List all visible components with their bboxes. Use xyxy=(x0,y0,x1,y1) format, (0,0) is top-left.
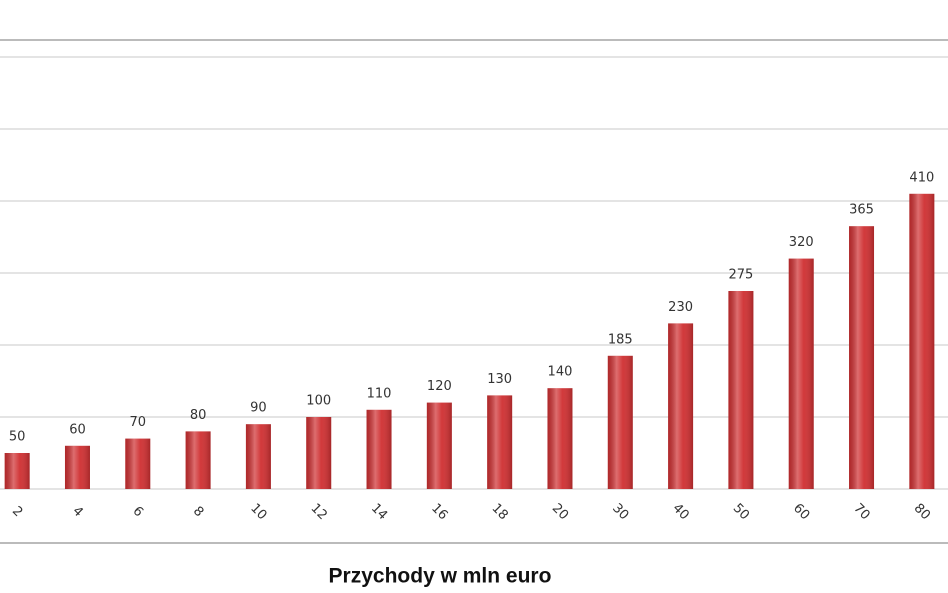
bar-shine xyxy=(125,438,151,489)
bar-shine xyxy=(668,323,694,489)
x-tick-label: 18 xyxy=(489,501,511,523)
value-label: 50 xyxy=(9,430,26,445)
bar-shine xyxy=(788,258,814,489)
value-label: 185 xyxy=(608,332,633,347)
value-label: 110 xyxy=(367,386,392,401)
value-label: 320 xyxy=(789,235,814,250)
x-tick-label: 12 xyxy=(308,501,330,523)
bar-shine xyxy=(4,453,30,489)
x-tick-label: 70 xyxy=(850,501,872,523)
x-tick-label: 30 xyxy=(609,501,631,523)
bar-shine xyxy=(366,409,392,489)
bar-shine xyxy=(64,445,90,489)
value-label: 230 xyxy=(668,300,693,315)
x-tick-label: 14 xyxy=(368,501,390,523)
value-label: 365 xyxy=(849,203,874,218)
x-tick-label: 20 xyxy=(549,501,571,523)
bar-shine xyxy=(909,193,935,490)
bar-shine xyxy=(728,291,754,489)
bar-shine xyxy=(185,431,211,489)
x-axis-title: Przychody w mln euro xyxy=(329,565,552,588)
bar-shine xyxy=(849,226,875,489)
x-tick-label: 16 xyxy=(428,501,450,523)
x-tick-label: 4 xyxy=(69,504,85,520)
bar-shine xyxy=(607,355,633,489)
value-label: 130 xyxy=(487,372,512,387)
value-label: 70 xyxy=(130,415,147,430)
x-tick-label: 8 xyxy=(190,504,206,520)
value-label: 80 xyxy=(190,408,207,423)
x-tick-label: 40 xyxy=(669,501,691,523)
value-label: 60 xyxy=(69,422,86,437)
x-tick-label: 10 xyxy=(247,501,269,523)
bar-shine xyxy=(547,388,573,489)
bar-shine xyxy=(245,424,271,489)
bar-shine xyxy=(487,395,513,489)
value-label: 120 xyxy=(427,379,452,394)
x-tick-label: 80 xyxy=(911,501,933,523)
value-label: 275 xyxy=(728,268,753,283)
value-label: 140 xyxy=(548,365,573,380)
value-label: 100 xyxy=(306,394,331,409)
bar-shine xyxy=(306,417,332,489)
x-tick-label: 6 xyxy=(130,504,146,520)
value-label: 90 xyxy=(250,401,267,416)
bar-shine xyxy=(426,402,452,489)
x-tick-label: 50 xyxy=(730,501,752,523)
x-tick-label: 60 xyxy=(790,501,812,523)
x-tick-label: 2 xyxy=(9,504,25,520)
value-label: 410 xyxy=(909,170,934,185)
